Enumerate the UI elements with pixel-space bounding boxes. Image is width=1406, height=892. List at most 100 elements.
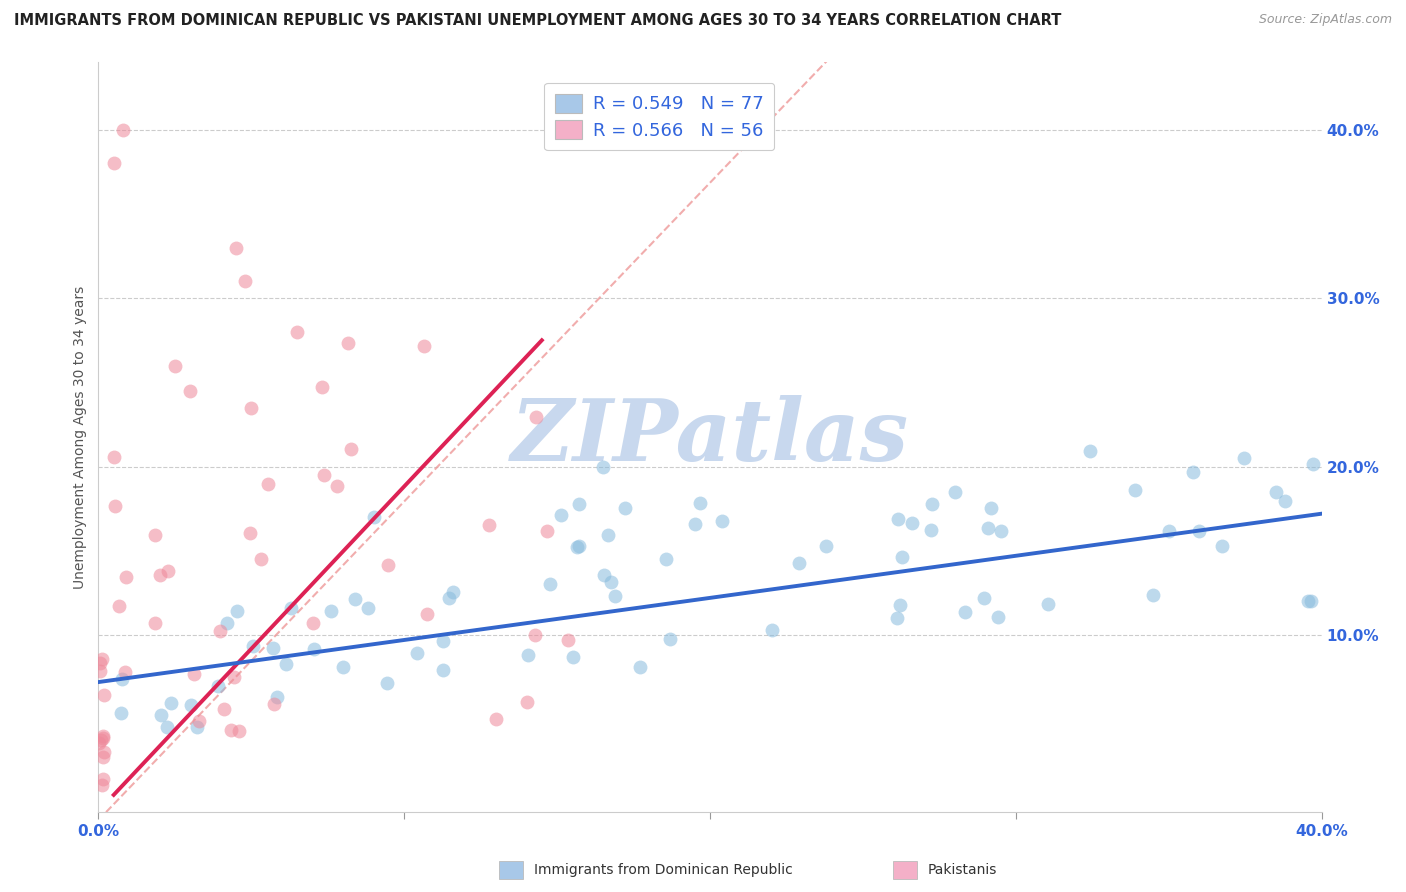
Point <box>233 274 256 288</box>
Point <box>312 467 335 482</box>
Point <box>115 570 138 584</box>
Point <box>990 524 1012 538</box>
Point <box>567 541 589 555</box>
Point <box>980 501 1002 516</box>
Point <box>110 706 132 720</box>
Point <box>921 497 943 511</box>
Point <box>1157 524 1180 538</box>
Point <box>485 712 508 726</box>
Point <box>592 568 614 582</box>
Point <box>91 778 114 792</box>
Point <box>156 720 179 734</box>
Point <box>114 665 136 679</box>
Point <box>225 604 247 618</box>
Point <box>683 516 706 531</box>
Point <box>655 552 678 566</box>
Point <box>208 624 231 639</box>
Point <box>103 156 125 170</box>
Point <box>987 610 1010 624</box>
Point <box>163 359 186 373</box>
Point <box>183 667 205 681</box>
Point <box>943 484 966 499</box>
Point <box>321 603 343 617</box>
Point <box>93 745 115 759</box>
Point <box>90 732 112 747</box>
Point <box>598 528 620 542</box>
Point <box>339 442 361 456</box>
Point <box>249 552 271 566</box>
Point <box>149 708 172 723</box>
Point <box>263 697 285 711</box>
Text: Pakistanis: Pakistanis <box>928 863 997 877</box>
Point <box>343 592 366 607</box>
Point <box>815 539 838 553</box>
Point <box>1078 444 1101 458</box>
Point <box>222 670 245 684</box>
Point <box>108 599 131 614</box>
Point <box>1142 588 1164 602</box>
Point <box>600 575 623 590</box>
Point <box>557 632 579 647</box>
Point <box>240 401 263 415</box>
Point <box>886 610 908 624</box>
Point <box>280 601 302 615</box>
Point <box>143 616 166 631</box>
Point <box>605 590 627 604</box>
Point <box>207 679 229 693</box>
Point <box>257 477 280 491</box>
Point <box>562 650 585 665</box>
Point <box>89 664 111 678</box>
Point <box>689 496 711 510</box>
Point <box>1296 594 1319 608</box>
Point <box>659 632 682 646</box>
Point <box>377 558 399 573</box>
Point <box>302 616 325 631</box>
Point <box>336 336 359 351</box>
Text: Source: ZipAtlas.com: Source: ZipAtlas.com <box>1258 13 1392 27</box>
Point <box>149 567 172 582</box>
Point <box>266 690 288 705</box>
Point <box>437 591 460 605</box>
Point <box>104 499 127 513</box>
Point <box>363 510 385 524</box>
Point <box>416 607 439 621</box>
Point <box>285 325 308 339</box>
Point <box>550 508 572 522</box>
Point <box>91 651 114 665</box>
Point <box>441 584 464 599</box>
Point <box>1299 593 1322 607</box>
Point <box>239 526 262 541</box>
Point <box>212 701 235 715</box>
Point <box>900 516 922 531</box>
Point <box>710 515 733 529</box>
Point <box>157 564 180 578</box>
Point <box>326 479 349 493</box>
Point <box>180 698 202 712</box>
Point <box>276 657 298 671</box>
Text: IMMIGRANTS FROM DOMINICAN REPUBLIC VS PAKISTANI UNEMPLOYMENT AMONG AGES 30 TO 34: IMMIGRANTS FROM DOMINICAN REPUBLIC VS PA… <box>14 13 1062 29</box>
Point <box>761 624 783 638</box>
Point <box>87 736 110 750</box>
Point <box>524 409 547 424</box>
Point <box>953 605 976 619</box>
Point <box>186 720 208 734</box>
Point <box>568 539 591 553</box>
Point <box>103 450 125 464</box>
Point <box>1264 484 1286 499</box>
Point <box>517 648 540 662</box>
Point <box>188 714 211 729</box>
Point <box>111 123 134 137</box>
Point <box>1211 539 1233 553</box>
Point <box>89 656 111 670</box>
Y-axis label: Unemployment Among Ages 30 to 34 years: Unemployment Among Ages 30 to 34 years <box>73 285 87 589</box>
Point <box>242 639 264 653</box>
Point <box>1188 524 1211 538</box>
Point <box>160 696 183 710</box>
Point <box>91 731 114 746</box>
Text: ZIPatlas: ZIPatlas <box>510 395 910 479</box>
Point <box>413 339 436 353</box>
Point <box>432 663 454 677</box>
Point <box>225 241 247 255</box>
Point <box>302 642 325 657</box>
Point <box>179 384 201 398</box>
